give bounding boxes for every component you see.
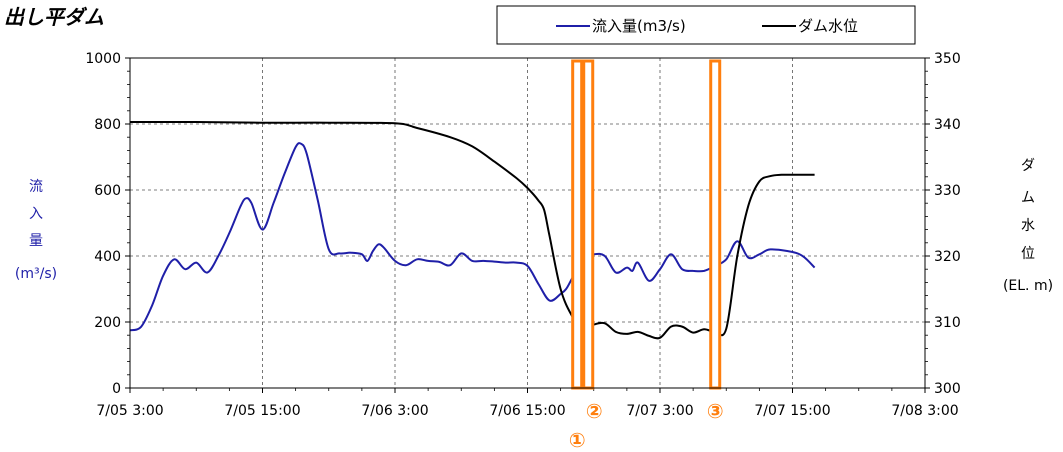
legend: 流入量(m3/s) ダム水位 — [496, 5, 916, 45]
y-right-tick-label: 350 — [934, 51, 961, 67]
x-tick-label: 7/06 3:00 — [361, 403, 428, 419]
event-marker-label-2: ② — [586, 399, 603, 423]
event-marker-label-1: ① — [569, 428, 586, 452]
y-right-axis-title-part: 水 — [1021, 218, 1035, 234]
plot-frame — [129, 57, 926, 389]
series-line-inflow — [129, 142, 816, 332]
y-left-tick-label: 400 — [94, 249, 121, 265]
y-left-tick-label: 200 — [94, 315, 121, 331]
series-line-dam-level — [129, 120, 815, 340]
axis-frame — [125, 57, 930, 393]
y-right-axis-title-part: (EL. m) — [1003, 278, 1053, 294]
y-right-axis-title-part: ム — [1021, 190, 1035, 206]
y-left-tick-label: 600 — [94, 183, 121, 199]
x-tick-label: 7/07 15:00 — [754, 403, 830, 419]
y-right-axis-title-part: 位 — [1021, 246, 1035, 262]
y-right-tick-label: 320 — [934, 249, 961, 265]
y-left-axis-title-part: 流 — [29, 179, 43, 195]
x-tick-label: 7/07 3:00 — [626, 403, 693, 419]
event-marker-bar-1 — [571, 59, 584, 390]
x-tick-label: 7/06 15:00 — [489, 403, 565, 419]
y-left-tick-label: 0 — [112, 381, 121, 397]
y-left-axis-title-part: 入 — [29, 206, 43, 222]
y-left-tick-label: 1000 — [85, 51, 121, 67]
y-left-axis-title-part: (m³/s) — [15, 266, 57, 282]
chart-title: 出し平ダム — [4, 5, 104, 29]
y-right-tick-label: 340 — [934, 117, 961, 133]
y-right-tick-label: 330 — [934, 183, 961, 199]
legend-label-inflow: 流入量(m3/s) — [592, 17, 686, 35]
grid — [130, 58, 925, 388]
axis-titles: 流入量 (m³/s) ダム水位 (EL. m) — [15, 158, 1053, 294]
event-marker-bar-3 — [709, 59, 722, 390]
tick-labels: 0 200 400 600 800 1000 300 310 320 330 340 350 7/05 … — [85, 51, 960, 419]
y-right-tick-label: 310 — [934, 315, 961, 331]
series-layer — [129, 120, 816, 340]
x-tick-label: 7/05 15:00 — [224, 403, 300, 419]
y-right-tick-label: 300 — [934, 381, 961, 397]
x-tick-label: 7/05 3:00 — [96, 403, 163, 419]
y-left-tick-label: 800 — [94, 117, 121, 133]
event-marker-bar-2 — [582, 59, 595, 390]
y-right-axis-title-part: ダ — [1021, 158, 1035, 174]
legend-label-level: ダム水位 — [798, 17, 858, 35]
event-marker-label-3: ③ — [707, 399, 724, 423]
x-tick-label: 7/08 3:00 — [891, 403, 958, 419]
y-left-axis-title-part: 量 — [29, 233, 43, 249]
marker-layer: ①② ③ — [569, 59, 724, 452]
